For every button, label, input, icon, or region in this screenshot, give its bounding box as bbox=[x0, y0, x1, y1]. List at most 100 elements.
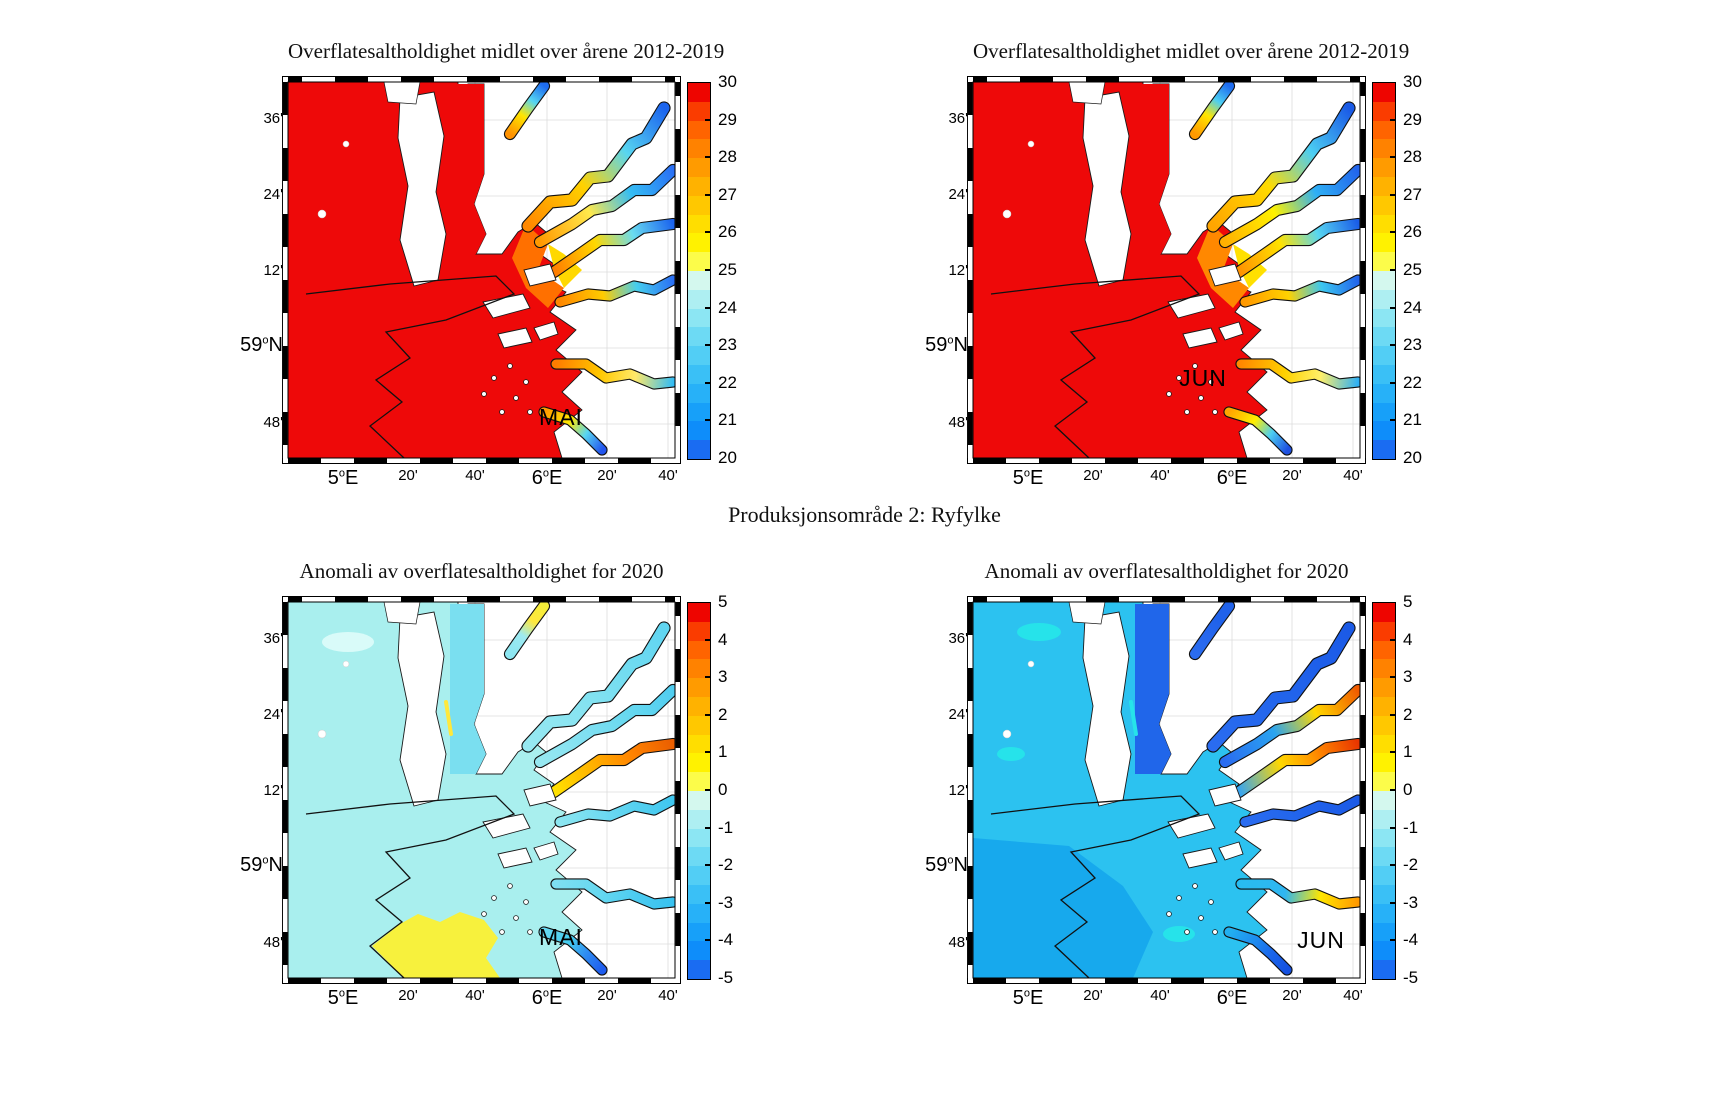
colorbar-tick-label: 27 bbox=[1403, 184, 1422, 204]
colorbar-tick-label: 24 bbox=[718, 297, 737, 317]
islet bbox=[1166, 391, 1172, 397]
islet bbox=[1198, 915, 1204, 921]
colorbar-band bbox=[688, 922, 710, 942]
islet bbox=[491, 895, 497, 901]
colorbar-band bbox=[688, 603, 710, 622]
month-label: JUN bbox=[1179, 365, 1227, 391]
sea-islet bbox=[1027, 660, 1035, 668]
y-tick-label: 59oN bbox=[925, 334, 968, 356]
panel-title: Anomali av overflatesaltholdighet for 20… bbox=[984, 559, 1349, 583]
colorbar-band bbox=[688, 884, 710, 904]
colorbar-band bbox=[1373, 640, 1395, 660]
sea-bright-patch bbox=[1163, 926, 1195, 942]
land-notch bbox=[383, 601, 421, 625]
colorbar-tick-label: 5 bbox=[1403, 592, 1413, 611]
fjord-arm-ne1 bbox=[522, 102, 670, 232]
colorbar-band bbox=[688, 252, 710, 271]
colorbar-band bbox=[688, 960, 710, 979]
x-tick-label: 40' bbox=[1150, 987, 1170, 1004]
colorbar-tick-label: 3 bbox=[1403, 667, 1413, 687]
channel-accent bbox=[444, 700, 453, 736]
x-tick-label: 20' bbox=[1083, 987, 1103, 1004]
colorbar-band bbox=[1373, 120, 1395, 140]
colorbar-band bbox=[688, 214, 710, 234]
map-frame-inner bbox=[287, 81, 676, 459]
colorbar-tick-mark bbox=[705, 231, 710, 234]
colorbar-tick-mark bbox=[1390, 864, 1395, 867]
colorbar-tick-mark bbox=[705, 156, 710, 159]
y-tick-label: 12' bbox=[948, 262, 968, 279]
colorbar-band bbox=[1373, 603, 1395, 622]
y-tick-label: 48' bbox=[263, 934, 283, 951]
colorbar-tick-label: -4 bbox=[1403, 930, 1419, 950]
colorbar-tick-label: 0 bbox=[1403, 780, 1413, 799]
y-tick-label: 36' bbox=[263, 630, 283, 647]
colorbar-tick-mark bbox=[1390, 713, 1395, 716]
colorbar-band bbox=[1373, 734, 1395, 754]
sea-islet bbox=[1027, 140, 1035, 148]
colorbar-band bbox=[688, 790, 710, 810]
colorbar-band bbox=[1373, 960, 1395, 979]
colorbar-tick-mark bbox=[705, 789, 710, 791]
north-channel bbox=[450, 84, 486, 254]
islet bbox=[1176, 895, 1182, 901]
colorbar-band bbox=[1373, 252, 1395, 271]
fjord-arm-e2 bbox=[1240, 275, 1363, 307]
islet bbox=[499, 409, 505, 415]
land-notch bbox=[1068, 81, 1106, 105]
x-tick-label: 40' bbox=[658, 467, 678, 484]
y-tick-label: 48' bbox=[948, 934, 968, 951]
colorbar-tick-label: 29 bbox=[1403, 109, 1422, 129]
colorbar-tick-label: 1 bbox=[1403, 742, 1413, 762]
sea-islet bbox=[342, 660, 350, 668]
x-tick-label: 5oE bbox=[327, 987, 359, 1009]
islet bbox=[1176, 375, 1182, 381]
land-island bbox=[1208, 783, 1242, 807]
north-channel bbox=[450, 604, 486, 774]
islet bbox=[507, 883, 513, 889]
colorbar-band bbox=[1373, 828, 1395, 848]
colorbar-tick-mark bbox=[1390, 939, 1395, 942]
colorbar-band bbox=[688, 696, 710, 716]
x-tick-label: 40' bbox=[1343, 467, 1363, 484]
colorbar-tick-label: 22 bbox=[1403, 372, 1422, 392]
x-tick-label: 5oE bbox=[327, 467, 359, 489]
colorbar-tick-label: 24 bbox=[1403, 297, 1422, 317]
colorbar-band bbox=[688, 678, 710, 697]
islet bbox=[1192, 883, 1198, 889]
colorbar-tick-label: 22 bbox=[718, 372, 737, 392]
x-tick-label: 40' bbox=[658, 987, 678, 1004]
production-area-boundary bbox=[990, 795, 1201, 979]
colorbar-band bbox=[688, 83, 710, 102]
fjord-arm-e1 bbox=[549, 739, 678, 797]
channel-accent bbox=[1129, 700, 1138, 736]
colorbar-band bbox=[1373, 678, 1395, 697]
colorbar-band bbox=[1373, 308, 1395, 328]
x-tick-label: 20' bbox=[398, 987, 418, 1004]
colorbar-band bbox=[1373, 659, 1395, 679]
colorbar-band bbox=[1373, 715, 1395, 735]
islet bbox=[1166, 911, 1172, 917]
fjord-arm-lyse bbox=[539, 927, 607, 975]
land-island bbox=[1182, 847, 1218, 869]
anomaly-yellow-patch bbox=[372, 912, 500, 978]
islet bbox=[1192, 363, 1198, 369]
colorbar-tick-label: 1 bbox=[718, 742, 728, 762]
fjord-arm-ne2 bbox=[535, 685, 678, 767]
colorbar-band bbox=[688, 120, 710, 140]
colorbar-band bbox=[688, 421, 710, 441]
colorbar-tick-label: 28 bbox=[1403, 147, 1422, 167]
production-area-boundary bbox=[990, 275, 1201, 459]
colorbar-tick-mark bbox=[705, 713, 710, 716]
colorbar-tick-label: 30 bbox=[718, 72, 737, 91]
colorbar-band bbox=[688, 734, 710, 754]
map-frame-outer bbox=[282, 596, 681, 984]
islet bbox=[507, 363, 513, 369]
colorbar-tick-mark bbox=[1390, 789, 1395, 791]
colorbar-band bbox=[1373, 176, 1395, 196]
fjord-arm-lyse bbox=[1224, 407, 1292, 455]
colorbar-band bbox=[1373, 440, 1395, 459]
x-tick-label: 6oE bbox=[531, 467, 563, 489]
colorbar-tick-mark bbox=[705, 344, 710, 347]
colorbar-tick-label: 20 bbox=[1403, 448, 1422, 467]
